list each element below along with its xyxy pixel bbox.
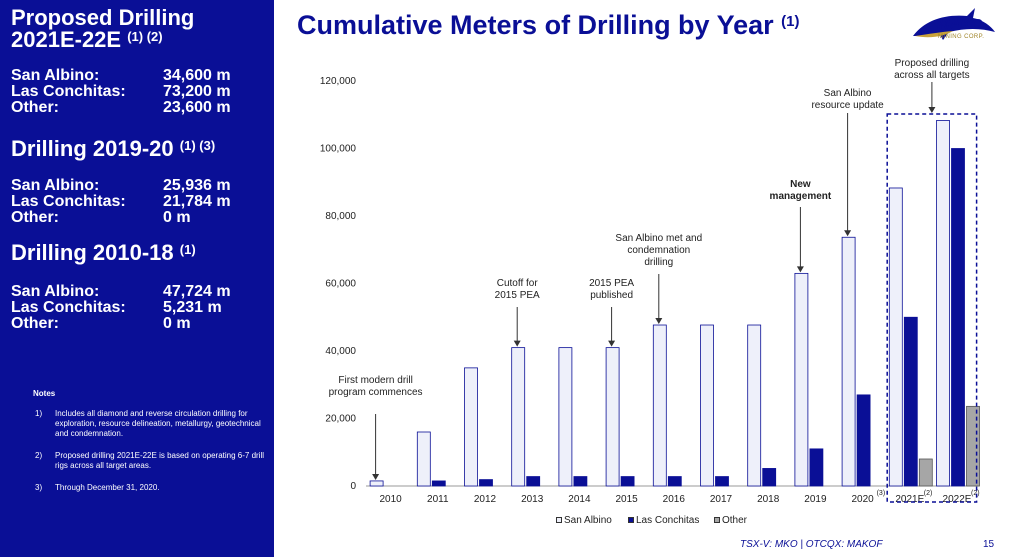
bar-las-conchitas: [762, 468, 777, 487]
y-tick-label: 40,000: [325, 346, 356, 357]
ticker-footer: TSX-V: MKO | OTCQX: MAKOF: [740, 539, 883, 550]
y-tick-label: 120,000: [320, 76, 357, 87]
notes-heading: Notes: [33, 389, 56, 398]
annotation-pea-published-arrow-head: [608, 340, 616, 347]
legend-las-conchitas: Las Conchitas: [628, 515, 699, 526]
drilling-2010-18-title: Drilling 2010-18 (1): [11, 240, 196, 265]
y-tick-label: 20,000: [325, 414, 356, 425]
bar-las-conchitas: [526, 476, 541, 487]
bar-san-albino: [888, 187, 903, 487]
annotation-resource-update: San Albino resource update: [811, 88, 884, 111]
annotation-san-albino-met: San Albino met and condemnation drilling: [615, 233, 702, 268]
x-tick-label: 2015: [615, 494, 638, 505]
bar-las-conchitas: [951, 148, 965, 487]
bar-other: [918, 458, 933, 487]
page-number: 15: [983, 539, 995, 550]
drilling-2019-20-title: Drilling 2019-20 (1) (3): [11, 136, 216, 161]
bar-las-conchitas: [620, 476, 635, 487]
proposed-title-years: 2021E-22E (1) (2): [11, 27, 163, 52]
x-tick-label: 2010: [379, 494, 402, 505]
bar-san-albino: [652, 324, 667, 487]
bar-las-conchitas: [479, 479, 493, 487]
bar-san-albino: [464, 367, 478, 487]
y-tick-label: 100,000: [320, 144, 357, 155]
x-tick-label: 2013: [521, 494, 544, 505]
y-tick-label: 80,000: [325, 211, 356, 222]
legend-swatch-las-conchitas: [628, 517, 634, 523]
bar-las-conchitas: [667, 476, 682, 487]
summary-sidebar: Proposed Drilling 2021E-22E (1) (2) San …: [0, 0, 274, 557]
bar-las-conchitas: [809, 448, 824, 487]
proposed-years-box: [886, 113, 978, 503]
bar-san-albino: [558, 347, 573, 487]
bar-san-albino: [700, 324, 714, 487]
bar-las-conchitas: [715, 476, 729, 487]
bar-other: [966, 405, 980, 487]
annotation-cutoff: Cutoff for 2015 PEA: [495, 278, 540, 301]
legend-swatch-other: [714, 517, 720, 523]
legend-other: Other: [714, 515, 747, 526]
annotation-resource-update-arrow-head: [844, 230, 852, 237]
bar-san-albino: [936, 120, 950, 487]
bar-las-conchitas: [856, 394, 871, 487]
bar-san-albino: [605, 347, 620, 487]
bar-las-conchitas: [903, 316, 918, 487]
x-tick-label: 2016: [663, 494, 686, 505]
x-tick-label: 2020: [851, 494, 874, 505]
bar-san-albino: [794, 272, 809, 487]
annotation-first-drill: First modern drill program commences: [329, 375, 423, 398]
logo-subtitle: MINING CORP.: [938, 34, 985, 40]
bar-san-albino: [841, 236, 856, 487]
x-tick-label: 2021E: [895, 494, 924, 505]
x-tick-footnote: (2): [971, 490, 980, 497]
bar-san-albino: [369, 480, 384, 487]
y-tick-label: 0: [350, 481, 356, 492]
bar-las-conchitas: [573, 476, 588, 487]
proposed-title: Proposed Drilling: [11, 5, 195, 30]
annotation-new-management-arrow-head: [796, 266, 804, 273]
annotation-first-drill-arrow-head: [372, 473, 380, 480]
legend-swatch-san-albino: [556, 517, 562, 523]
bar-san-albino: [511, 347, 526, 487]
bar-san-albino: [416, 431, 431, 487]
legend-san-albino: San Albino: [556, 515, 612, 526]
y-tick-label: 60,000: [325, 279, 356, 290]
x-tick-label: 2022E: [943, 494, 972, 505]
x-tick-footnote: (3): [877, 490, 886, 497]
x-tick-label: 2014: [568, 494, 591, 505]
annotation-proposed: Proposed drilling across all targets: [894, 58, 970, 81]
annotation-pea-published: 2015 PEA published: [589, 278, 634, 301]
x-tick-label: 2011: [427, 494, 449, 505]
x-tick-label: 2019: [804, 494, 827, 505]
shark-logo-icon: [913, 8, 995, 40]
bar-las-conchitas: [431, 480, 446, 487]
x-tick-footnote: (2): [924, 490, 933, 497]
x-tick-label: 2012: [474, 494, 497, 505]
annotation-san-albino-met-arrow-head: [655, 318, 663, 325]
x-tick-label: 2017: [710, 494, 733, 505]
annotation-new-management: New management: [770, 179, 832, 202]
annotation-proposed-arrow-head: [928, 107, 936, 113]
bar-san-albino: [747, 324, 762, 487]
x-tick-label: 2018: [757, 494, 780, 505]
logo-wordmark: MAKO: [937, 16, 983, 33]
annotation-cutoff-arrow-head: [513, 340, 521, 347]
page-title: Cumulative Meters of Drilling by Year (1…: [297, 10, 800, 40]
